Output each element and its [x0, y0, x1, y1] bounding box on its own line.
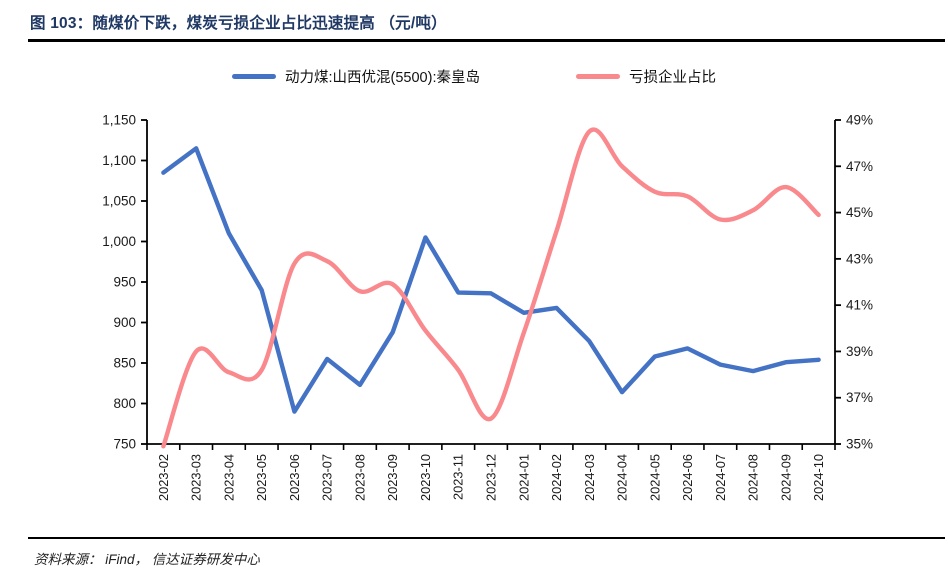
svg-text:2024-10: 2024-10	[811, 454, 826, 501]
svg-text:2023-07: 2023-07	[320, 454, 335, 501]
source-note: 资料来源： iFind， 信达证券研发中心	[34, 552, 260, 567]
svg-text:2024-06: 2024-06	[680, 454, 695, 501]
svg-text:2023-08: 2023-08	[352, 454, 367, 501]
svg-text:2023-06: 2023-06	[287, 454, 302, 501]
svg-text:2023-03: 2023-03	[189, 454, 204, 501]
legend-label-loss-ratio: 亏损企业占比	[628, 69, 716, 86]
svg-text:750: 750	[113, 437, 136, 452]
svg-text:37%: 37%	[846, 390, 873, 405]
figure-title: 图 103：随煤价下跌，煤炭亏损企业占比迅速提高 （元/吨）	[30, 15, 447, 32]
svg-text:1,150: 1,150	[102, 113, 136, 128]
pink-line-marker-icon	[575, 73, 620, 79]
svg-text:43%: 43%	[846, 251, 873, 266]
svg-text:2024-04: 2024-04	[615, 454, 630, 501]
svg-text:2024-07: 2024-07	[713, 454, 728, 501]
svg-text:49%: 49%	[846, 113, 873, 128]
svg-text:850: 850	[113, 356, 136, 371]
legend-item-coal-price: 动力煤:山西优混(5500):秦皇岛	[232, 66, 480, 87]
svg-text:45%: 45%	[846, 205, 873, 220]
svg-text:2023-12: 2023-12	[484, 454, 499, 501]
svg-text:2023-09: 2023-09	[385, 454, 400, 501]
svg-text:39%: 39%	[846, 344, 873, 359]
right-axis-labels: 35% 37% 39% 41% 43% 45% 47% 49%	[846, 113, 873, 452]
left-axis-labels: 750 800 850 900 950 1,000 1,050 1,100 1,150	[102, 113, 136, 452]
svg-text:2023-05: 2023-05	[254, 454, 269, 501]
chart-legend: 动力煤:山西优混(5500):秦皇岛 亏损企业占比	[0, 64, 948, 88]
svg-text:2023-10: 2023-10	[418, 454, 433, 501]
svg-text:2024-09: 2024-09	[778, 454, 793, 501]
svg-text:41%: 41%	[846, 298, 873, 313]
svg-text:2024-01: 2024-01	[516, 454, 531, 501]
svg-text:2024-05: 2024-05	[647, 454, 662, 501]
svg-text:800: 800	[113, 396, 136, 411]
svg-text:2023-11: 2023-11	[451, 454, 466, 500]
series-lines	[161, 127, 821, 449]
svg-text:1,000: 1,000	[102, 234, 136, 249]
svg-text:2024-08: 2024-08	[746, 454, 761, 501]
svg-text:2023-02: 2023-02	[156, 454, 171, 501]
svg-text:1,100: 1,100	[102, 153, 136, 168]
svg-text:2024-03: 2024-03	[582, 454, 597, 501]
svg-text:2023-04: 2023-04	[221, 454, 236, 501]
svg-text:900: 900	[113, 315, 136, 330]
blue-line-marker-icon	[232, 73, 276, 79]
svg-text:1,050: 1,050	[102, 194, 136, 209]
svg-text:47%: 47%	[846, 159, 873, 174]
svg-text:950: 950	[113, 275, 136, 290]
svg-text:2024-02: 2024-02	[549, 454, 564, 501]
title-divider	[28, 39, 945, 42]
axes	[141, 119, 841, 450]
svg-text:35%: 35%	[846, 437, 873, 452]
x-axis-labels: 2023-02 2023-03 2023-04 2023-05 2023-06 2023-…	[156, 454, 826, 501]
footer-divider	[28, 537, 945, 539]
legend-item-loss-ratio: 亏损企业占比	[575, 66, 716, 87]
legend-label-coal-price: 动力煤:山西优混(5500):秦皇岛	[285, 69, 480, 86]
